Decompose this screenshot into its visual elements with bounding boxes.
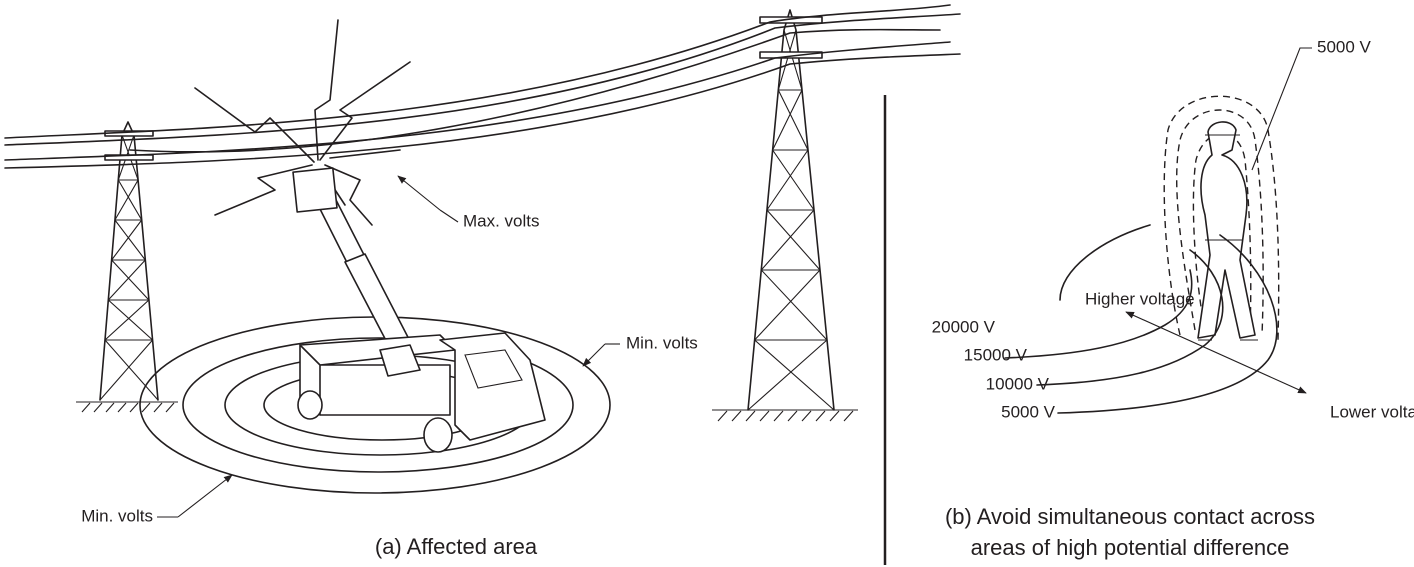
caption: (b) Avoid simultaneous contact across — [945, 504, 1315, 529]
label: 5000 V — [1317, 37, 1372, 56]
caption: (a) Affected area — [375, 534, 538, 559]
power-lines — [5, 5, 960, 168]
wheel — [298, 391, 322, 419]
ground-ring — [1005, 270, 1192, 358]
tower-lattice — [748, 30, 834, 410]
diagram: Max. volts Min. volts Min. volts (a) Aff… — [0, 0, 1414, 567]
ring-label: 20000 V — [932, 317, 996, 336]
leader — [178, 475, 232, 517]
label: Min. volts — [626, 333, 698, 352]
ground-ring — [1037, 250, 1223, 385]
truck-cab — [440, 333, 545, 440]
wheel — [424, 418, 452, 452]
ground-hatch — [712, 410, 858, 421]
panel-b: 5000 V Higher voltage Lower voltage 2000… — [932, 37, 1414, 559]
leader — [1252, 48, 1312, 170]
ring-label: 10000 V — [986, 374, 1050, 393]
truck-bed — [300, 335, 455, 415]
wire — [5, 42, 950, 160]
leader — [440, 210, 458, 222]
label: Lower voltage — [1330, 402, 1414, 421]
person — [1198, 122, 1255, 338]
ground-hatch — [76, 402, 178, 412]
label: Max. volts — [463, 211, 540, 230]
leader — [583, 344, 605, 366]
label: Higher voltage — [1085, 289, 1195, 308]
cross-arm — [760, 52, 822, 58]
tower-lattice — [100, 135, 158, 400]
caption: areas of high potential difference — [971, 535, 1290, 560]
leader — [398, 176, 440, 210]
ring-label: 15000 V — [964, 345, 1028, 364]
bucket — [293, 168, 337, 212]
ring-label: 5000 V — [1001, 402, 1056, 421]
label: Min. volts — [81, 506, 153, 525]
